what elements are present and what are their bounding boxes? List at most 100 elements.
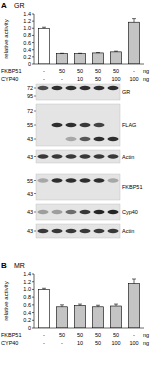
band — [80, 137, 91, 141]
error-cap — [60, 53, 64, 54]
band — [38, 229, 49, 233]
band — [108, 86, 119, 90]
condition-value: 10 — [77, 340, 83, 346]
error-cap — [42, 288, 46, 289]
error-cap — [78, 53, 82, 54]
condition-unit: ng — [143, 332, 149, 338]
band — [52, 210, 63, 214]
band — [66, 154, 77, 158]
y-tick — [32, 281, 34, 282]
condition-label: FKBP51 — [1, 68, 21, 74]
error-bar — [132, 279, 136, 284]
y-tick-label: 0.4 — [23, 310, 31, 316]
blot-label: Cyp40 — [122, 209, 138, 215]
band — [80, 229, 91, 233]
marker-label: 43 — [27, 191, 33, 197]
marker-tick — [34, 193, 36, 194]
error-cap — [132, 279, 136, 280]
y-tick — [32, 312, 34, 313]
marker-label: 43 — [27, 228, 33, 234]
y-tick-label: 0.6 — [23, 40, 31, 46]
y-tick-label: 1.2 — [23, 18, 31, 24]
condition-value: - — [43, 68, 45, 74]
band — [108, 210, 119, 214]
blot: 7295GR — [27, 84, 130, 100]
condition-value: 100 — [129, 76, 138, 82]
error-bar — [42, 288, 46, 289]
bar — [57, 54, 68, 64]
y-tick-label: 0.2 — [23, 317, 31, 323]
x-axis — [34, 328, 144, 329]
bars — [39, 279, 140, 328]
error-cap — [96, 52, 100, 53]
marker-label: 72 — [27, 108, 33, 114]
error-cap — [132, 18, 136, 19]
y-tick — [32, 56, 34, 57]
error-bar — [78, 53, 82, 54]
band — [52, 123, 63, 127]
y-tick — [32, 21, 34, 22]
band — [66, 178, 77, 182]
condition-value: - — [43, 332, 45, 338]
band — [38, 154, 49, 158]
bar — [111, 306, 122, 328]
bar — [75, 54, 86, 64]
condition-value: 50 — [95, 332, 101, 338]
condition-value: - — [61, 76, 63, 82]
condition-value: 50 — [77, 68, 83, 74]
y-tick — [32, 35, 34, 36]
band — [66, 210, 77, 214]
band — [66, 86, 77, 90]
blot-background — [36, 204, 120, 220]
y-tick-label: 0.6 — [23, 302, 31, 308]
band — [80, 86, 91, 90]
marker-label: 72 — [27, 85, 33, 91]
y-tick — [32, 274, 34, 275]
band — [80, 210, 91, 214]
marker-tick — [34, 231, 36, 232]
y-tick — [32, 28, 34, 29]
marker-label: 55 — [27, 122, 33, 128]
y-tick-label: 0.2 — [23, 54, 31, 60]
blot-background — [36, 84, 120, 100]
condition-value: - — [43, 340, 45, 346]
blot-label: Actin — [122, 228, 134, 234]
figure: AGRrelative activity00.20.40.60.81.01.21… — [0, 0, 150, 367]
marker-label: 43 — [27, 209, 33, 215]
error-bar — [96, 52, 100, 53]
error-cap — [60, 304, 64, 305]
marker-label: 43 — [27, 136, 33, 142]
blot-label: FKBP51 — [122, 184, 142, 190]
band — [108, 154, 119, 158]
bar — [75, 306, 86, 328]
y-tick — [32, 64, 34, 65]
marker-tick — [34, 88, 36, 89]
bar — [111, 52, 122, 64]
blot: 725543FLAG — [27, 104, 137, 146]
band — [66, 123, 77, 127]
error-cap — [42, 27, 46, 28]
blot-label: Actin — [122, 154, 134, 160]
blot-background — [36, 150, 120, 163]
band — [94, 178, 105, 182]
marker-label: 55 — [27, 178, 33, 184]
bar — [39, 28, 50, 64]
y-axis — [34, 274, 35, 328]
y-tick-label: 1.0 — [23, 286, 31, 292]
error-bar — [132, 19, 136, 23]
marker-label: 43 — [27, 154, 33, 160]
y-tick-label: 0.8 — [23, 32, 31, 38]
condition-value: 50 — [95, 68, 101, 74]
band — [80, 154, 91, 158]
band — [38, 123, 49, 127]
error-bar — [114, 51, 118, 53]
y-tick — [32, 49, 34, 50]
condition-unit: ng — [143, 76, 149, 82]
condition-unit: ng — [143, 68, 149, 74]
bar — [39, 289, 50, 328]
y-axis-label: relative activity — [3, 281, 9, 320]
y-tick-label: 0.8 — [23, 294, 31, 300]
marker-tick — [34, 111, 36, 112]
y-tick-label: 1.0 — [23, 25, 31, 31]
band — [66, 137, 77, 141]
